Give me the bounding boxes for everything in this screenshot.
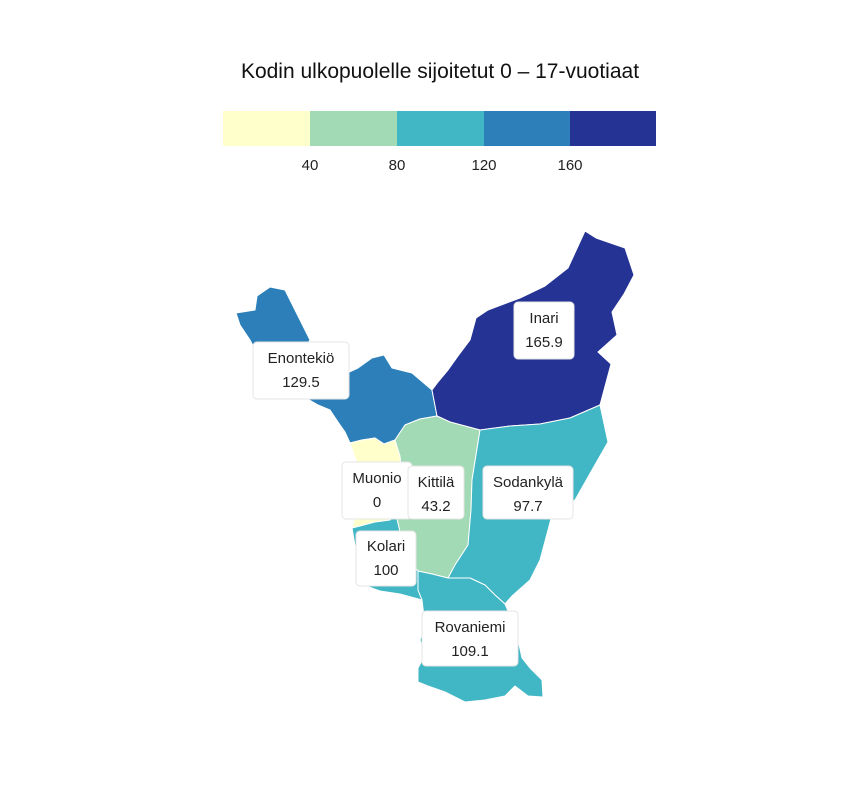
legend-tick-label: 40 xyxy=(302,157,319,174)
legend-bin-4 xyxy=(484,111,570,146)
region-name: Muonio xyxy=(352,470,401,487)
region-name: Inari xyxy=(529,310,558,327)
region-name: Rovaniemi xyxy=(435,619,506,636)
legend-tick-label: 120 xyxy=(471,157,496,174)
legend-tick-label: 160 xyxy=(557,157,582,174)
region-name: Enontekiö xyxy=(268,350,335,367)
region-value: 43.2 xyxy=(421,498,450,515)
label-muonio: Muonio 0 xyxy=(341,461,413,520)
region-value: 97.7 xyxy=(513,498,542,515)
region-value: 109.1 xyxy=(451,643,489,660)
color-legend: 40 80 120 160 xyxy=(223,111,656,174)
legend-tick-label: 80 xyxy=(389,157,406,174)
label-enontekio: Enontekiö 129.5 xyxy=(252,341,350,400)
legend-bin-3 xyxy=(397,111,484,146)
map-title: Kodin ulkopuolelle sijoitetut 0 – 17-vuo… xyxy=(241,60,639,83)
legend-bin-2 xyxy=(310,111,397,146)
label-kolari: Kolari 100 xyxy=(355,530,417,587)
label-box xyxy=(482,465,574,520)
region-labels: Enontekiö 129.5 Inari 165.9 Muonio 0 Kit… xyxy=(252,301,575,667)
region-name: Kolari xyxy=(367,538,405,555)
label-kittila: Kittilä 43.2 xyxy=(407,465,465,520)
region-value: 129.5 xyxy=(282,374,320,391)
label-inari: Inari 165.9 xyxy=(513,301,575,360)
label-box xyxy=(407,465,465,520)
label-box xyxy=(421,610,519,667)
legend-bin-5 xyxy=(570,111,656,146)
region-name: Kittilä xyxy=(418,474,455,491)
label-sodankyla: Sodankylä 97.7 xyxy=(482,465,574,520)
region-value: 165.9 xyxy=(525,334,563,351)
region-value: 0 xyxy=(373,494,381,511)
region-value: 100 xyxy=(373,562,398,579)
label-rovaniemi: Rovaniemi 109.1 xyxy=(421,610,519,667)
label-box xyxy=(355,530,417,587)
legend-bin-1 xyxy=(223,111,310,146)
region-name: Sodankylä xyxy=(493,474,564,491)
label-box xyxy=(252,341,350,400)
label-box xyxy=(513,301,575,360)
